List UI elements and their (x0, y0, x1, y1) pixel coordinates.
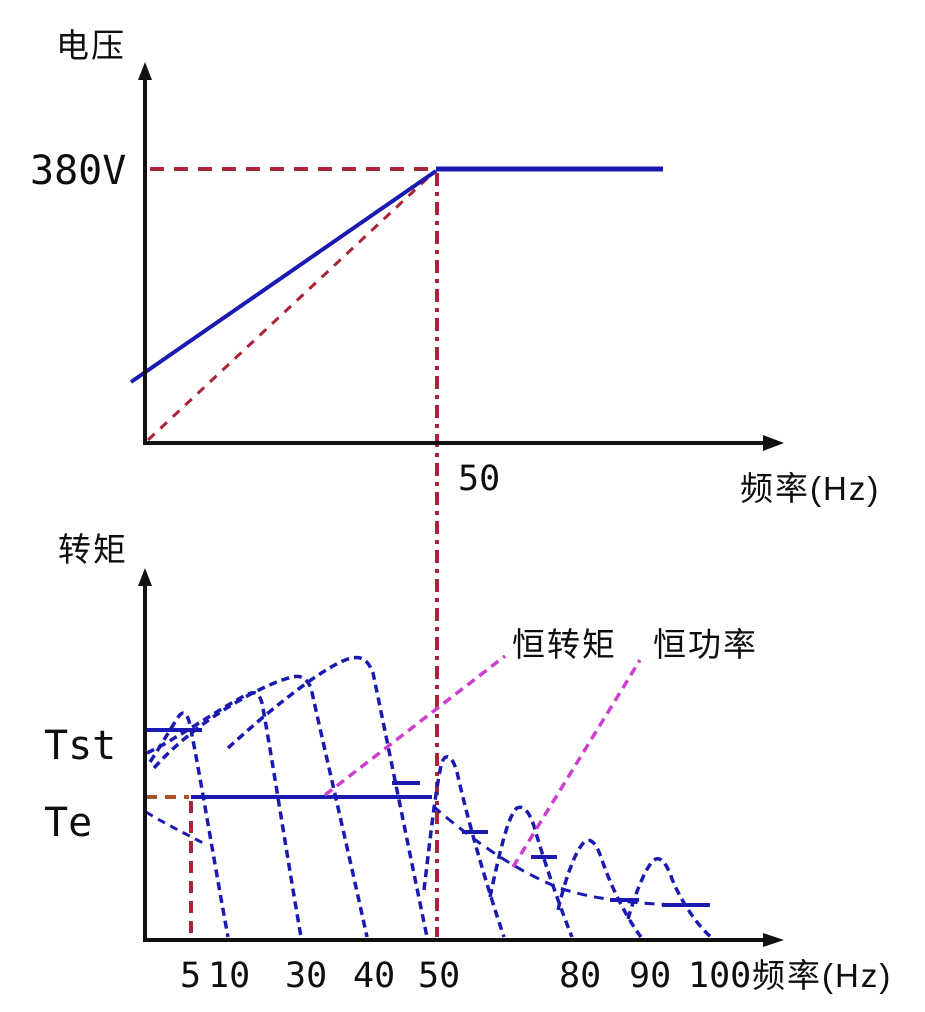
x-tick-80: 80 (559, 956, 601, 996)
bottom-x-axis-arrow-icon (763, 933, 784, 947)
torque-curve-5hz (148, 711, 230, 938)
top-x-axis-label: 频率(Hz) (740, 470, 880, 507)
te-tick-label: Te (44, 800, 92, 846)
torque-curve-30hz (152, 674, 369, 938)
bottom-y-axis-arrow-icon (138, 568, 152, 586)
top-y-axis-label: 电压 (56, 27, 126, 64)
freq-50-tick-label: 50 (458, 459, 500, 499)
x-tick-90: 90 (629, 956, 671, 996)
operating-point-ticks (392, 781, 710, 907)
vf-reference-dashed-line (146, 171, 435, 442)
left-dashed-tail (145, 810, 204, 845)
constant-power-annotation: 恒功率 (653, 626, 758, 663)
voltage-frequency-chart: 电压 380V 50 频率(Hz) (30, 27, 880, 937)
torque-curve-90hz (556, 838, 643, 939)
top-y-axis-arrow-icon (138, 62, 152, 80)
constant-torque-pointer-line (323, 654, 507, 797)
x-tick-50: 50 (418, 956, 460, 996)
torque-curve-100hz (626, 856, 713, 939)
torque-curve-80hz (488, 805, 574, 938)
bottom-x-tick-labels: 5 10 30 40 50 80 90 100 (180, 956, 751, 996)
torque-curve-10hz (146, 690, 303, 938)
bottom-y-axis-label: 转矩 (58, 531, 128, 568)
vf-boost-line (129, 169, 438, 384)
tst-tick-label: Tst (44, 723, 116, 769)
voltage-380v-tick-label: 380V (30, 148, 126, 194)
x-tick-40: 40 (353, 956, 395, 996)
constant-torque-annotation: 恒转矩 (512, 626, 617, 663)
x-tick-5: 5 (180, 956, 201, 996)
constant-power-pointer-line (511, 659, 642, 868)
torque-curve-50hz (422, 755, 506, 938)
x-tick-100: 100 (688, 956, 751, 996)
torque-curve-40hz (226, 655, 429, 938)
x-tick-30: 30 (285, 956, 327, 996)
x-tick-10: 10 (208, 956, 250, 996)
torque-frequency-chart: 转矩 Tst Te 恒转矩 恒功率 5 10 30 40 50 80 90 10… (44, 531, 892, 996)
bottom-x-axis-label: 频率(Hz) (752, 957, 892, 994)
constant-power-envelope (432, 804, 713, 907)
top-x-axis-arrow-icon (763, 435, 784, 451)
